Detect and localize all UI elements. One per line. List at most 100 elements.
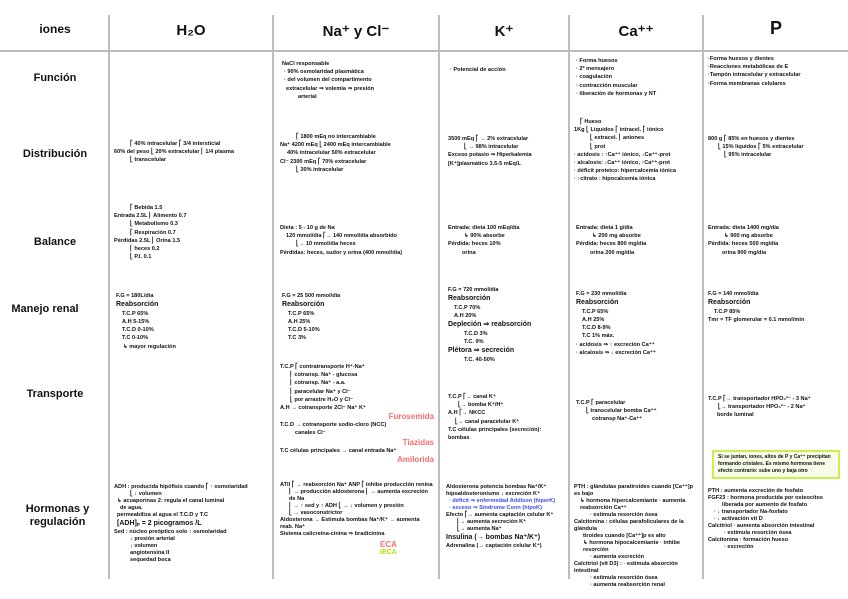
cell-na-balance: Dieta : 5 - 10 g de Na 120 mmol/día ⎡→ 1… xyxy=(280,224,434,257)
cell-p-renal: F.G = 140 mmol/día Reabsorción T.C.P 85% T… xyxy=(708,290,844,324)
cell-p-balance: Entrada: dieta 1400 mg/día ↳ 900 mg abso… xyxy=(708,224,844,257)
note-line: A.H 25% xyxy=(288,318,311,325)
note-line: ADH : producida hipófisis cuando ⎡ ↑ osm… xyxy=(114,484,248,490)
note-line: Pérdida: heces 800 mg/día xyxy=(576,241,647,248)
note-line: Plétora ⇒ secreción xyxy=(448,347,515,355)
note-line: ↳ hormona hipocalcemiante · inhibe resor… xyxy=(583,540,680,553)
cell-ca-funcion: · Forma huesos · 2º mensajero · coagulació… xyxy=(576,57,700,98)
note-line: Reabsorción xyxy=(116,301,159,309)
note-line: · exceso ⇒ Síndrome Conn (hipoK) xyxy=(449,505,542,511)
cell-k-hormonas: Aldosterona potencia bombas Na⁺/K⁺ hipoal… xyxy=(446,484,562,550)
note-line: ⎢ cotransp. Na⁺ - a.a. xyxy=(290,380,346,387)
note-line: 800 g ⎡ 85% en huesos y dientes xyxy=(708,136,795,142)
note-line: ⎣ prot xyxy=(590,143,606,150)
note-line: F.G = 140 mmol/día xyxy=(708,291,759,297)
cell-na-funcion: NaCl responsable · 90% osmolaridad plasm… xyxy=(282,60,436,101)
note-line: ↳ 90% absorbe xyxy=(464,233,505,240)
note-line: ⎣ por arrastre H₂O y Cl⁻ xyxy=(290,396,353,403)
note-line: Pérdida: heces 500 mg/día xyxy=(708,241,779,248)
note-line: ⎣ 15% líquidos ⎡ 5% extracelular xyxy=(718,144,804,151)
note-line: · aumenta excreción xyxy=(590,554,645,560)
note-line: [ADH]ₚ = 2 picogramos /L xyxy=(117,520,202,527)
note-line: F.G = 230 mmol/día xyxy=(576,291,627,297)
note-line: ⎣→ 10 mmol/día heces xyxy=(296,241,356,248)
row-label-transporte: Transporte xyxy=(26,388,84,400)
note-line: Tmr = TF glomerular = 0.1 mmol/min xyxy=(708,316,805,323)
note-line: 3500 mEq ⎡ → 2% extracelular xyxy=(448,136,529,142)
note-line: permeabiliza al agua el T.C.D y T.C xyxy=(117,512,209,518)
note-line: ⎡ Respiración 0.7 xyxy=(130,229,176,236)
note-line: T.C 0-10% xyxy=(122,335,149,342)
note-line: Sistema calicreína-cinina ⇒ bradicinina xyxy=(280,531,385,537)
cell-k-transporte: T.C.P ⎡→ canal K⁺ ⎣→ bomba K⁺/H⁺ A.H ⎡→ N… xyxy=(448,393,564,442)
note-line: A.H → cotransporte 2Cl⁻ Na⁺ K⁺ xyxy=(280,405,366,412)
note-line: ⎡ Hueso xyxy=(580,119,602,125)
note-line: Reabsorción xyxy=(708,299,751,307)
header-divider xyxy=(0,50,848,52)
note-line: T.C.D 8-9% xyxy=(582,325,611,332)
note-line: ATII ⎡ → reabsorción Na⁺ ANP ⎡ inhibe pr… xyxy=(280,482,433,488)
row-label-manejo-renal: Manejo renal xyxy=(11,303,79,315)
note-line: ⎡ 1800 mEq no intercambiable xyxy=(296,134,376,140)
header-na-cl: Na⁺ y Cl⁻ xyxy=(322,23,390,40)
note-line: PTH : aumenta excreción de fosfato xyxy=(708,488,804,494)
column-divider xyxy=(702,15,704,579)
note-line: ⎡ 40% intracelular ⎡ 3/4 intersticial xyxy=(130,141,221,147)
header-iones: iones xyxy=(39,22,71,36)
cell-p-hormonas: PTH : aumenta excreción de fosfato FGF23 … xyxy=(708,488,844,551)
note-line: T.C.D 0-10% xyxy=(122,327,154,334)
note-line: · estimula resorción ósea xyxy=(590,512,658,518)
note-line: T.C.P 65% xyxy=(288,310,315,317)
note-line: T.C. 40-50% xyxy=(464,356,495,363)
note-line: hipoaldosteronismo ↓ excreción K⁺ xyxy=(446,491,541,497)
column-divider xyxy=(438,15,440,579)
note-line: ⎣ Metabolismo 0.3 xyxy=(130,221,178,228)
note-line: Entrada: dieta 1400 mg/día xyxy=(708,225,779,231)
note-line: T.C 1% máx. xyxy=(582,333,615,340)
cell-ca-distribucion: ⎡ Hueso 1Kg ⎣ Líquidos ⎡ intracel. ⎡ ióni… xyxy=(574,118,698,184)
note-line: ↳ 200 mg absorbe xyxy=(592,233,641,240)
cell-ca-renal: F.G = 230 mmol/día Reabsorción T.C.P 65% … xyxy=(576,290,700,357)
note-line: F.G = 180L/día xyxy=(116,293,154,299)
note-line: · estimula resorción ósea xyxy=(590,575,658,581)
note-line: ·Forma huesos y dientes xyxy=(708,56,774,62)
note-line: ⎣ 95% intracelular xyxy=(724,152,772,159)
note-line: ·Forma membranas celulares xyxy=(708,80,786,87)
note-line: Na⁺ 4200 mEq ⎣ 2400 mEq intercambiable xyxy=(280,142,391,149)
note-line: T.C células principales (secreción): bom… xyxy=(448,426,542,442)
drug-label: Tiazidas xyxy=(402,437,434,447)
note-line: 40% intracelular 50% extracelular xyxy=(287,150,376,157)
note-line: A.H 20% xyxy=(454,312,477,319)
column-divider xyxy=(272,15,274,579)
note-line: · déficit proteico: hipercalcemia iónica xyxy=(574,168,676,175)
note-line: orina 900 mg/día xyxy=(722,249,767,256)
cell-na-hormonas: ATII ⎡ → reabsorción Na⁺ ANP ⎡ inhibe pr… xyxy=(280,482,434,538)
header-h2o: H₂O xyxy=(176,22,206,39)
note-line: Adrenalina (→ captación celular K⁺) xyxy=(446,542,542,549)
note-line: · Forma huesos xyxy=(576,58,618,64)
note-line: PTH : glándulas paratiroides cuando [Ca⁺… xyxy=(574,484,694,497)
note-line: ⎣ ↓ volumen xyxy=(130,491,162,497)
note-line: Pérdidas 2.5L ⎢ Orina 1.5 xyxy=(114,237,181,244)
note-line: Depleción ⇒ reabsorción xyxy=(448,321,532,329)
note-line: A.H ⎡→ NKCC xyxy=(448,410,486,417)
note-line: Entrada: dieta 100 mEq/día xyxy=(448,225,520,231)
note-line: extracelular ⇒ volemia ⇒ presión xyxy=(286,85,375,92)
note-line: angiotensina II xyxy=(130,549,170,556)
note-line: orina xyxy=(462,249,476,256)
note-line: Exceso potasio ⇒ Hiperkalemia xyxy=(448,152,532,159)
note-line: ⎣→ aumenta Na⁺ xyxy=(457,526,502,532)
header-p: P xyxy=(769,18,782,38)
note-line: · déficit ⇒ enfermedad Addison (hiperK) xyxy=(449,498,556,504)
cell-k-funcion: · Potencial de acción xyxy=(450,66,566,74)
note-line: · liberación de hormonas y NT xyxy=(576,90,657,97)
note-line: ⎢ heces 0.2 xyxy=(130,246,160,253)
note-line: A.H 5-15% xyxy=(122,318,150,325)
note-line: Entrada 2.5L ⎢ Alimento 0.7 xyxy=(114,213,187,220)
note-line: · acidosis : ↑Ca⁺⁺ iónico, ↓Ca⁺⁺-prot xyxy=(574,151,671,158)
note-line: borde luminal xyxy=(717,412,754,419)
note-line: T.C.D 5-10% xyxy=(288,327,320,334)
note-line: Reabsorción xyxy=(576,299,619,307)
row-label-distribucion: Distribución xyxy=(22,148,88,160)
note-line: 60% del peso ⎣ 20% extracelular ⎢ 1/4 pl… xyxy=(114,149,235,156)
